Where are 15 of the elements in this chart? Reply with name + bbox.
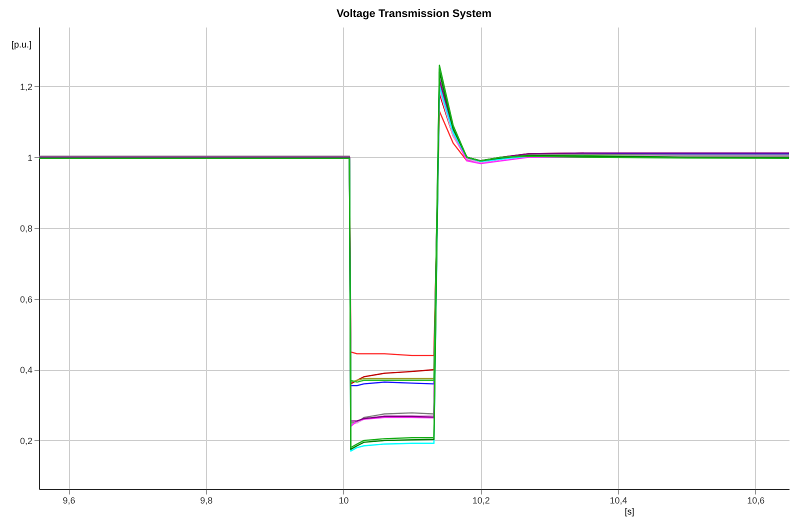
x-tick-label: 10: [338, 496, 349, 506]
x-tick-label: 9,8: [200, 496, 213, 506]
x-tick-label: 10,4: [610, 496, 628, 506]
x-tick-label: 10,2: [472, 496, 490, 506]
x-axis-title: [s]: [624, 506, 634, 516]
y-tick-label: 1,2: [20, 82, 32, 92]
y-tick-label: 0,4: [20, 365, 32, 376]
y-tick-label: 0,6: [20, 294, 32, 304]
y-tick-label: 0,2: [20, 436, 32, 446]
chart-title: Voltage Transmission System: [336, 8, 492, 20]
x-tick-label: 9,6: [62, 496, 76, 506]
y-tick-label: 1: [27, 152, 32, 163]
y-tick-label: 0,8: [20, 224, 32, 234]
y-axis-title: [p.u.]: [11, 40, 32, 50]
x-tick-label: 10,6: [747, 496, 765, 506]
